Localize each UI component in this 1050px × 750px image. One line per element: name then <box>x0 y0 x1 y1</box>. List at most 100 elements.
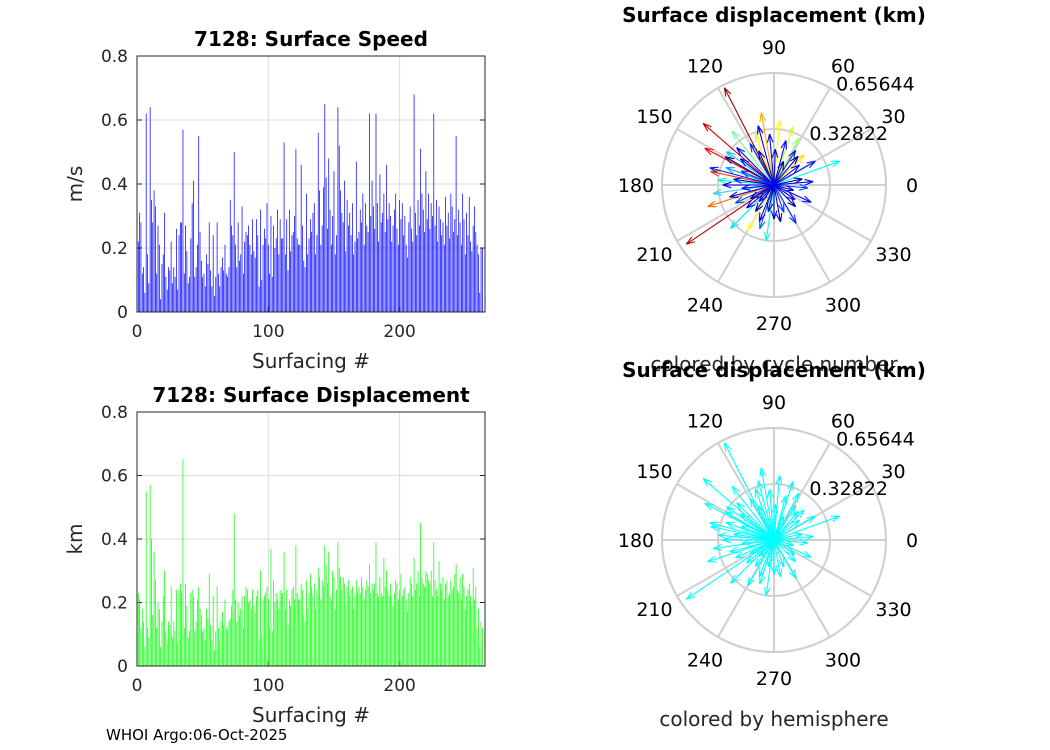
speed-bar <box>353 254 355 312</box>
polar-hemisphere-arrow-head <box>707 555 716 563</box>
polar-hemisphere-arrow-head <box>789 572 797 579</box>
displacement-bar <box>315 608 316 666</box>
polar-cycle-arrow-head <box>766 202 769 212</box>
speed-bar <box>480 248 482 312</box>
speed-bar <box>193 180 194 312</box>
polar-hemisphere-arrow-head <box>794 519 801 528</box>
speed-bar <box>432 216 433 312</box>
polar-hemisphere-arrow <box>773 533 803 541</box>
displacement-bar <box>459 577 461 666</box>
speed-bar <box>178 235 180 312</box>
polar-hemisphere-arrow <box>710 525 775 541</box>
polar-cycle-angle-label: 300 <box>825 295 861 317</box>
speed-bar <box>362 193 364 312</box>
displacement-bar <box>418 596 420 666</box>
speed-bar <box>290 251 292 312</box>
polar-cycle-arrow-head <box>794 156 799 165</box>
displacement-bar <box>264 596 265 666</box>
speed-bar <box>374 228 376 312</box>
displacement-bar <box>145 491 147 666</box>
polar-cycle-arrow-head <box>712 189 722 195</box>
polar-hemisphere-arrow-head <box>750 551 760 555</box>
speed-bar <box>472 225 474 312</box>
speed-bar <box>306 193 307 312</box>
speed-bar <box>302 225 303 312</box>
polar-hemisphere-arrow-head <box>755 560 763 567</box>
polar-cycle-arrow-head <box>785 184 795 191</box>
displacement-bar <box>361 577 362 666</box>
polar-hemisphere-arrow-head <box>765 587 771 596</box>
displacement-bar <box>454 573 456 666</box>
speed-bar <box>179 222 181 312</box>
speed-bar <box>338 145 340 312</box>
speed-bar <box>482 248 483 312</box>
polar-cycle-arrow <box>773 184 797 224</box>
displacement-bar <box>273 580 274 666</box>
polar-cycle-arrow-head <box>775 120 781 129</box>
displacement-bar <box>306 580 307 666</box>
polar-hemisphere-arrow-head <box>771 504 776 513</box>
displacement-bar <box>425 570 427 666</box>
speed-bar <box>295 148 297 312</box>
polar-cycle-arrow <box>773 160 840 186</box>
speed-bar <box>311 232 313 312</box>
speed-bar <box>250 254 252 312</box>
polar-cycle-arrow <box>707 184 775 208</box>
polar-cycle-arrow <box>767 184 775 212</box>
polar-hemisphere-arrow-head <box>779 567 783 578</box>
displacement-bar <box>172 637 173 666</box>
displacement-bar <box>436 589 437 666</box>
polar-cycle-arrow-head <box>741 187 751 191</box>
displacement-bar <box>373 589 374 666</box>
polar-hemisphere-arrow-head <box>766 557 769 567</box>
speed-bar <box>152 222 154 312</box>
polar-hemisphere-arrow-head <box>726 506 736 510</box>
polar-hemisphere-arrow-head <box>746 555 752 564</box>
polar-hemisphere-arrow <box>749 498 775 541</box>
displacement-bar <box>199 608 201 666</box>
speed-bar <box>447 212 449 312</box>
speed-bar <box>298 244 299 312</box>
polar-hemisphere-arrow-head <box>804 550 812 558</box>
speed-bar <box>231 225 232 312</box>
displacement-bar <box>438 561 440 666</box>
displacement-bar <box>281 592 282 666</box>
displacement-bar <box>461 599 462 666</box>
polar-hemisphere-arrow <box>773 504 797 541</box>
speed-bar <box>321 225 323 312</box>
speed-bar <box>397 244 399 312</box>
speed-bar <box>248 225 249 312</box>
polar-hemisphere-range-label: 0.65644 <box>836 429 915 451</box>
displacement-bar <box>148 637 150 666</box>
displacement-bar <box>430 570 432 666</box>
polar-cycle-arrow-head <box>796 138 800 148</box>
displacement-bar <box>225 627 227 666</box>
speed-bar <box>212 235 214 312</box>
polar-cycle-arrow-head <box>793 214 797 224</box>
polar-hemisphere-arrow <box>733 533 775 541</box>
speed-bar <box>438 206 440 312</box>
polar-cycle-arrow-head <box>760 112 767 121</box>
speed-bar <box>437 241 439 312</box>
displacement-bar <box>190 592 192 666</box>
displacement-bar <box>182 459 184 666</box>
displacement-bar <box>382 596 383 666</box>
displacement-bar <box>260 570 261 666</box>
polar-cycle-arrow-head <box>758 212 761 222</box>
polar-hemisphere-angle-label: 270 <box>756 668 792 690</box>
displacement-bar <box>198 586 200 666</box>
polar-hemisphere-arrow-head <box>736 502 745 508</box>
displacement-bar <box>412 596 414 666</box>
polar-hemisphere-arrow-head <box>702 478 709 487</box>
polar-cycle-arrow-head <box>704 147 714 151</box>
speed-bar <box>390 216 391 312</box>
displacement-bar <box>376 592 378 666</box>
displacement-bar <box>386 570 387 666</box>
speed-bar <box>262 244 264 312</box>
polar-hemisphere-arrow-head <box>704 502 714 506</box>
speed-bar <box>425 171 427 312</box>
displacement-bar <box>404 586 406 666</box>
displacement-bar <box>307 608 309 666</box>
speed-bar <box>420 148 422 312</box>
polar-cycle-arrow-head <box>710 171 719 177</box>
